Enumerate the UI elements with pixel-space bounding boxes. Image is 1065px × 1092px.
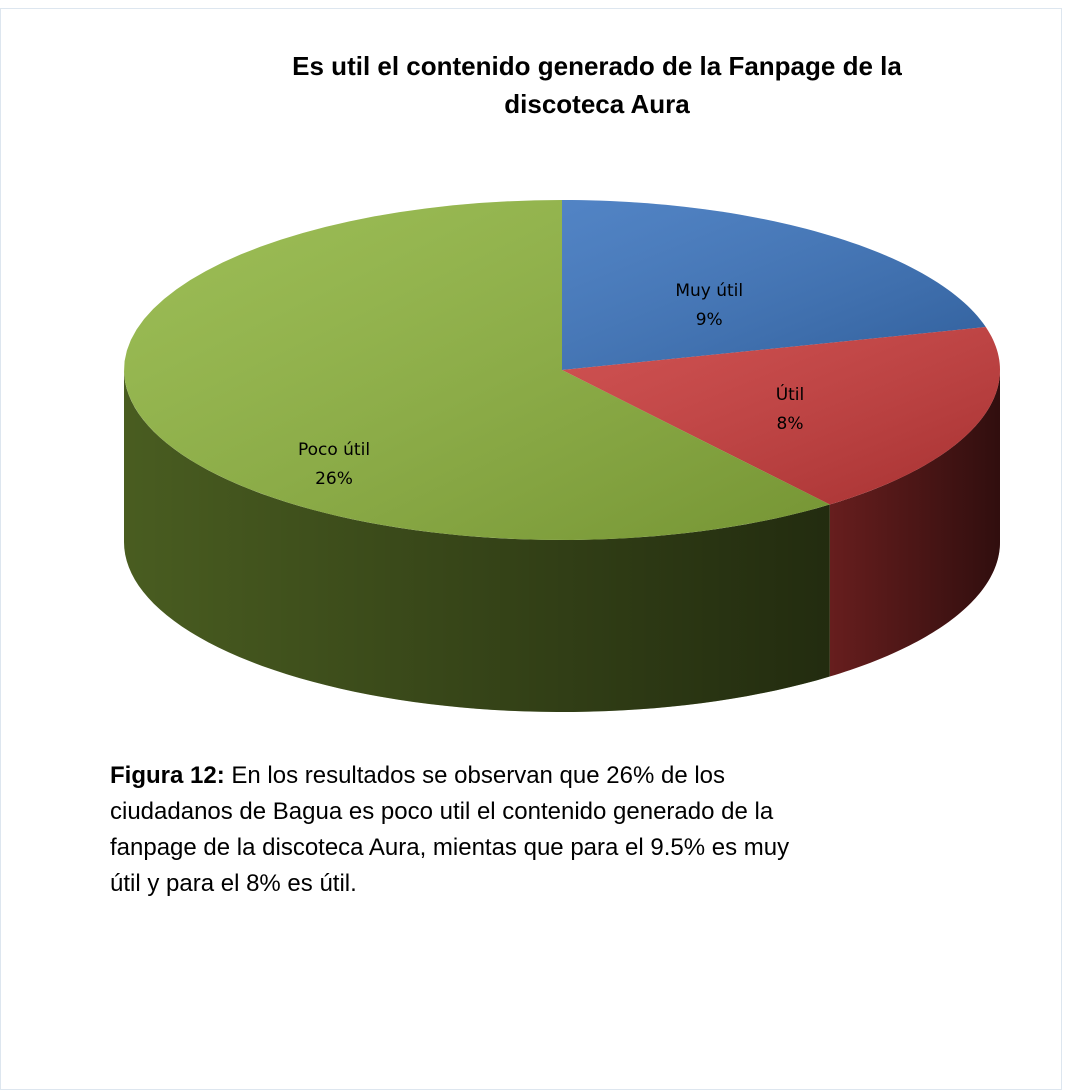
- slice-category-label: Útil: [776, 383, 805, 405]
- pie-slice-shade: [562, 200, 986, 370]
- chart-title: Es util el contenido generado de la Fanp…: [292, 51, 902, 119]
- pie-slice-shade: [124, 200, 830, 540]
- caption-text: En los resultados se observan que 26% de…: [110, 762, 790, 897]
- pie-tops: [124, 200, 1000, 540]
- pie-side-shade: [124, 370, 830, 712]
- slice-value-label: 8%: [777, 414, 804, 434]
- pie-side-shade: [829, 370, 1000, 677]
- slice-category-label: Muy útil: [675, 281, 743, 301]
- caption-label: Figura 12:: [110, 762, 225, 789]
- pie-sides: [124, 370, 1000, 712]
- caption: Figura 12: En los resultados se observan…: [110, 758, 810, 902]
- slice-value-label: 26%: [315, 469, 353, 489]
- slice-category-label: Poco útil: [298, 440, 370, 460]
- frame: [0, 8, 1062, 1090]
- slice-value-label: 9%: [696, 310, 723, 330]
- chart: Es util el contenido generado de la Fanp…: [124, 51, 1000, 712]
- pie-slice-shade: [562, 327, 1000, 505]
